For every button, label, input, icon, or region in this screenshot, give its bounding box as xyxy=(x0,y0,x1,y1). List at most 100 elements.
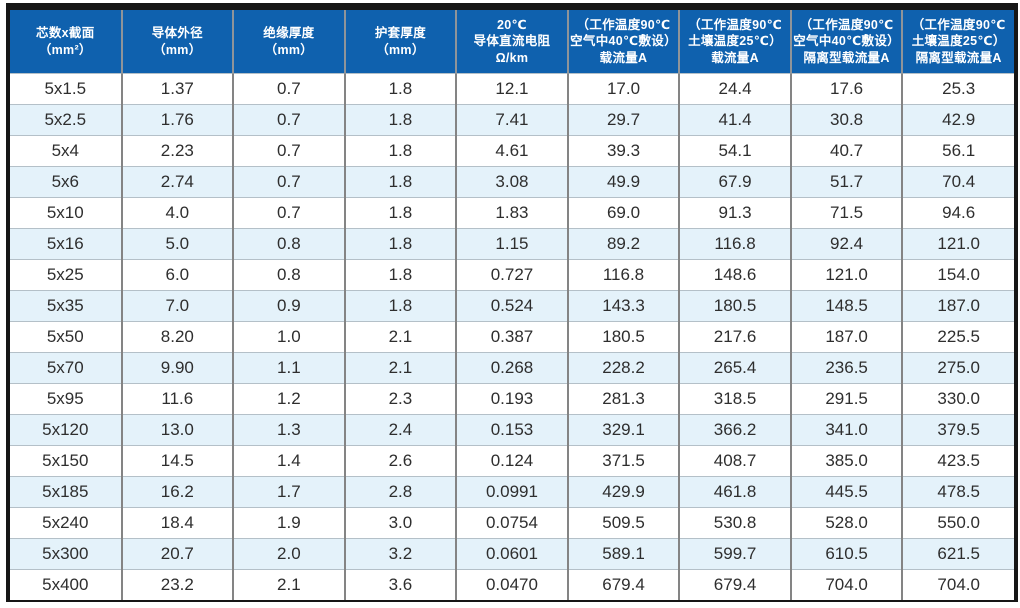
table-cell: 0.268 xyxy=(455,352,568,384)
table-cell: 5x1.5 xyxy=(10,73,122,105)
table-cell: 5x150 xyxy=(10,445,122,477)
table-body: 5x1.5 1.37 0.7 1.8 12.1 17.0 24.4 17.6 25.3 5x2.5… xyxy=(10,73,1014,600)
table-cell: 0.7 xyxy=(232,73,345,105)
table-cell: 236.5 xyxy=(789,352,903,384)
table-cell: 3.08 xyxy=(455,166,568,198)
table-cell: 143.3 xyxy=(566,290,680,322)
table-cell: 29.7 xyxy=(566,104,680,136)
table-cell: 1.15 xyxy=(455,228,568,260)
table-cell: 5x185 xyxy=(10,476,122,508)
table-cell: 0.153 xyxy=(455,414,568,446)
table-row: 5x240 18.4 1.9 3.0 0.0754 509.5 530.8 528.0 550.… xyxy=(10,507,1014,539)
table-cell: 51.7 xyxy=(789,166,903,198)
table-row: 5x300 20.7 2.0 3.2 0.0601 589.1 599.7 610.5 621.… xyxy=(10,538,1014,570)
table-cell: 1.7 xyxy=(232,476,345,508)
table-cell: 67.9 xyxy=(678,166,791,198)
table-cell: 154.0 xyxy=(901,259,1014,291)
table-cell: 13.0 xyxy=(120,414,234,446)
table-cell: 20.7 xyxy=(120,538,234,570)
table-cell: 5x400 xyxy=(10,569,122,600)
table-cell: 0.8 xyxy=(232,228,345,260)
table-header: 芯数x截面 （mm²） 导体外径 （mm） 绝缘厚度 （mm） 护套厚度 （mm） 20℃ 导体直… xyxy=(10,10,1014,74)
header-cell-ampacity-air: （工作温度90℃ 空气中40℃敷设） 载流量A xyxy=(566,10,680,74)
table-cell: 18.4 xyxy=(120,507,234,539)
table-cell: 40.7 xyxy=(789,135,903,167)
table-cell: 56.1 xyxy=(901,135,1014,167)
table-cell: 2.1 xyxy=(343,352,457,384)
table-cell: 121.0 xyxy=(789,259,903,291)
table-cell: 94.6 xyxy=(901,197,1014,229)
table-cell: 148.5 xyxy=(789,290,903,322)
table-cell: 3.2 xyxy=(343,538,457,570)
header-cell-sheath-thickness: 护套厚度 （mm） xyxy=(343,10,457,74)
table-cell: 550.0 xyxy=(901,507,1014,539)
table-cell: 530.8 xyxy=(678,507,791,539)
table-cell: 621.5 xyxy=(901,538,1014,570)
table-cell: 1.8 xyxy=(343,166,457,198)
table-cell: 7.41 xyxy=(455,104,568,136)
table-cell: 12.1 xyxy=(455,73,568,105)
table-cell: 24.4 xyxy=(678,73,791,105)
table-cell: 1.0 xyxy=(232,321,345,353)
table-cell: 30.8 xyxy=(789,104,903,136)
table-cell: 330.0 xyxy=(901,383,1014,415)
table-row: 5x2.5 1.76 0.7 1.8 7.41 29.7 41.4 30.8 42.9 xyxy=(10,104,1014,136)
header-cell-conductor-od: 导体外径 （mm） xyxy=(120,10,234,74)
table-cell: 121.0 xyxy=(901,228,1014,260)
table-row: 5x10 4.0 0.7 1.8 1.83 69.0 91.3 71.5 94.6 xyxy=(10,197,1014,229)
table-cell: 5.0 xyxy=(120,228,234,260)
table-cell: 679.4 xyxy=(678,569,791,600)
table-cell: 217.6 xyxy=(678,321,791,353)
table-row: 5x4 2.23 0.7 1.8 4.61 39.3 54.1 40.7 56.1 xyxy=(10,135,1014,167)
table-cell: 2.3 xyxy=(343,383,457,415)
table-cell: 704.0 xyxy=(901,569,1014,600)
table-cell: 1.9 xyxy=(232,507,345,539)
table-cell: 0.0470 xyxy=(455,569,568,600)
table-cell: 704.0 xyxy=(789,569,903,600)
table-cell: 2.0 xyxy=(232,538,345,570)
table-cell: 0.0601 xyxy=(455,538,568,570)
table-cell: 679.4 xyxy=(566,569,680,600)
table-cell: 187.0 xyxy=(901,290,1014,322)
header-row: 芯数x截面 （mm²） 导体外径 （mm） 绝缘厚度 （mm） 护套厚度 （mm） 20℃ 导体直… xyxy=(10,10,1014,74)
table-cell: 281.3 xyxy=(566,383,680,415)
cable-spec-table: 芯数x截面 （mm²） 导体外径 （mm） 绝缘厚度 （mm） 护套厚度 （mm） 20℃ 导体直… xyxy=(10,10,1014,600)
table-cell: 291.5 xyxy=(789,383,903,415)
table-row: 5x35 7.0 0.9 1.8 0.524 143.3 180.5 148.5 187.0 xyxy=(10,290,1014,322)
table-cell: 5x300 xyxy=(10,538,122,570)
table-cell: 2.4 xyxy=(343,414,457,446)
table-cell: 5x25 xyxy=(10,259,122,291)
table-cell: 70.4 xyxy=(901,166,1014,198)
table-cell: 0.7 xyxy=(232,135,345,167)
table-cell: 5x16 xyxy=(10,228,122,260)
table-cell: 69.0 xyxy=(566,197,680,229)
table-cell: 275.0 xyxy=(901,352,1014,384)
table-cell: 341.0 xyxy=(789,414,903,446)
table-cell: 1.8 xyxy=(343,104,457,136)
table-cell: 371.5 xyxy=(566,445,680,477)
table-cell: 49.9 xyxy=(566,166,680,198)
table-cell: 71.5 xyxy=(789,197,903,229)
table-cell: 5x95 xyxy=(10,383,122,415)
table-cell: 318.5 xyxy=(678,383,791,415)
table-cell: 5x240 xyxy=(10,507,122,539)
header-cell-isolated-ampacity-soil: （工作温度90℃ 土壤温度25℃） 隔离型载流量A xyxy=(901,10,1014,74)
table-cell: 0.9 xyxy=(232,290,345,322)
table-cell: 0.0754 xyxy=(455,507,568,539)
table-cell: 4.0 xyxy=(120,197,234,229)
table-cell: 54.1 xyxy=(678,135,791,167)
table-cell: 5x10 xyxy=(10,197,122,229)
table-cell: 3.0 xyxy=(343,507,457,539)
table-cell: 17.0 xyxy=(566,73,680,105)
table-cell: 2.23 xyxy=(120,135,234,167)
table-cell: 599.7 xyxy=(678,538,791,570)
header-cell-insulation-thickness: 绝缘厚度 （mm） xyxy=(232,10,345,74)
table-cell: 1.1 xyxy=(232,352,345,384)
table-cell: 17.6 xyxy=(789,73,903,105)
table-cell: 509.5 xyxy=(566,507,680,539)
table-cell: 385.0 xyxy=(789,445,903,477)
table-cell: 7.0 xyxy=(120,290,234,322)
table-row: 5x150 14.5 1.4 2.6 0.124 371.5 408.7 385.0 423.5 xyxy=(10,445,1014,477)
table-cell: 329.1 xyxy=(566,414,680,446)
table-cell: 0.7 xyxy=(232,104,345,136)
